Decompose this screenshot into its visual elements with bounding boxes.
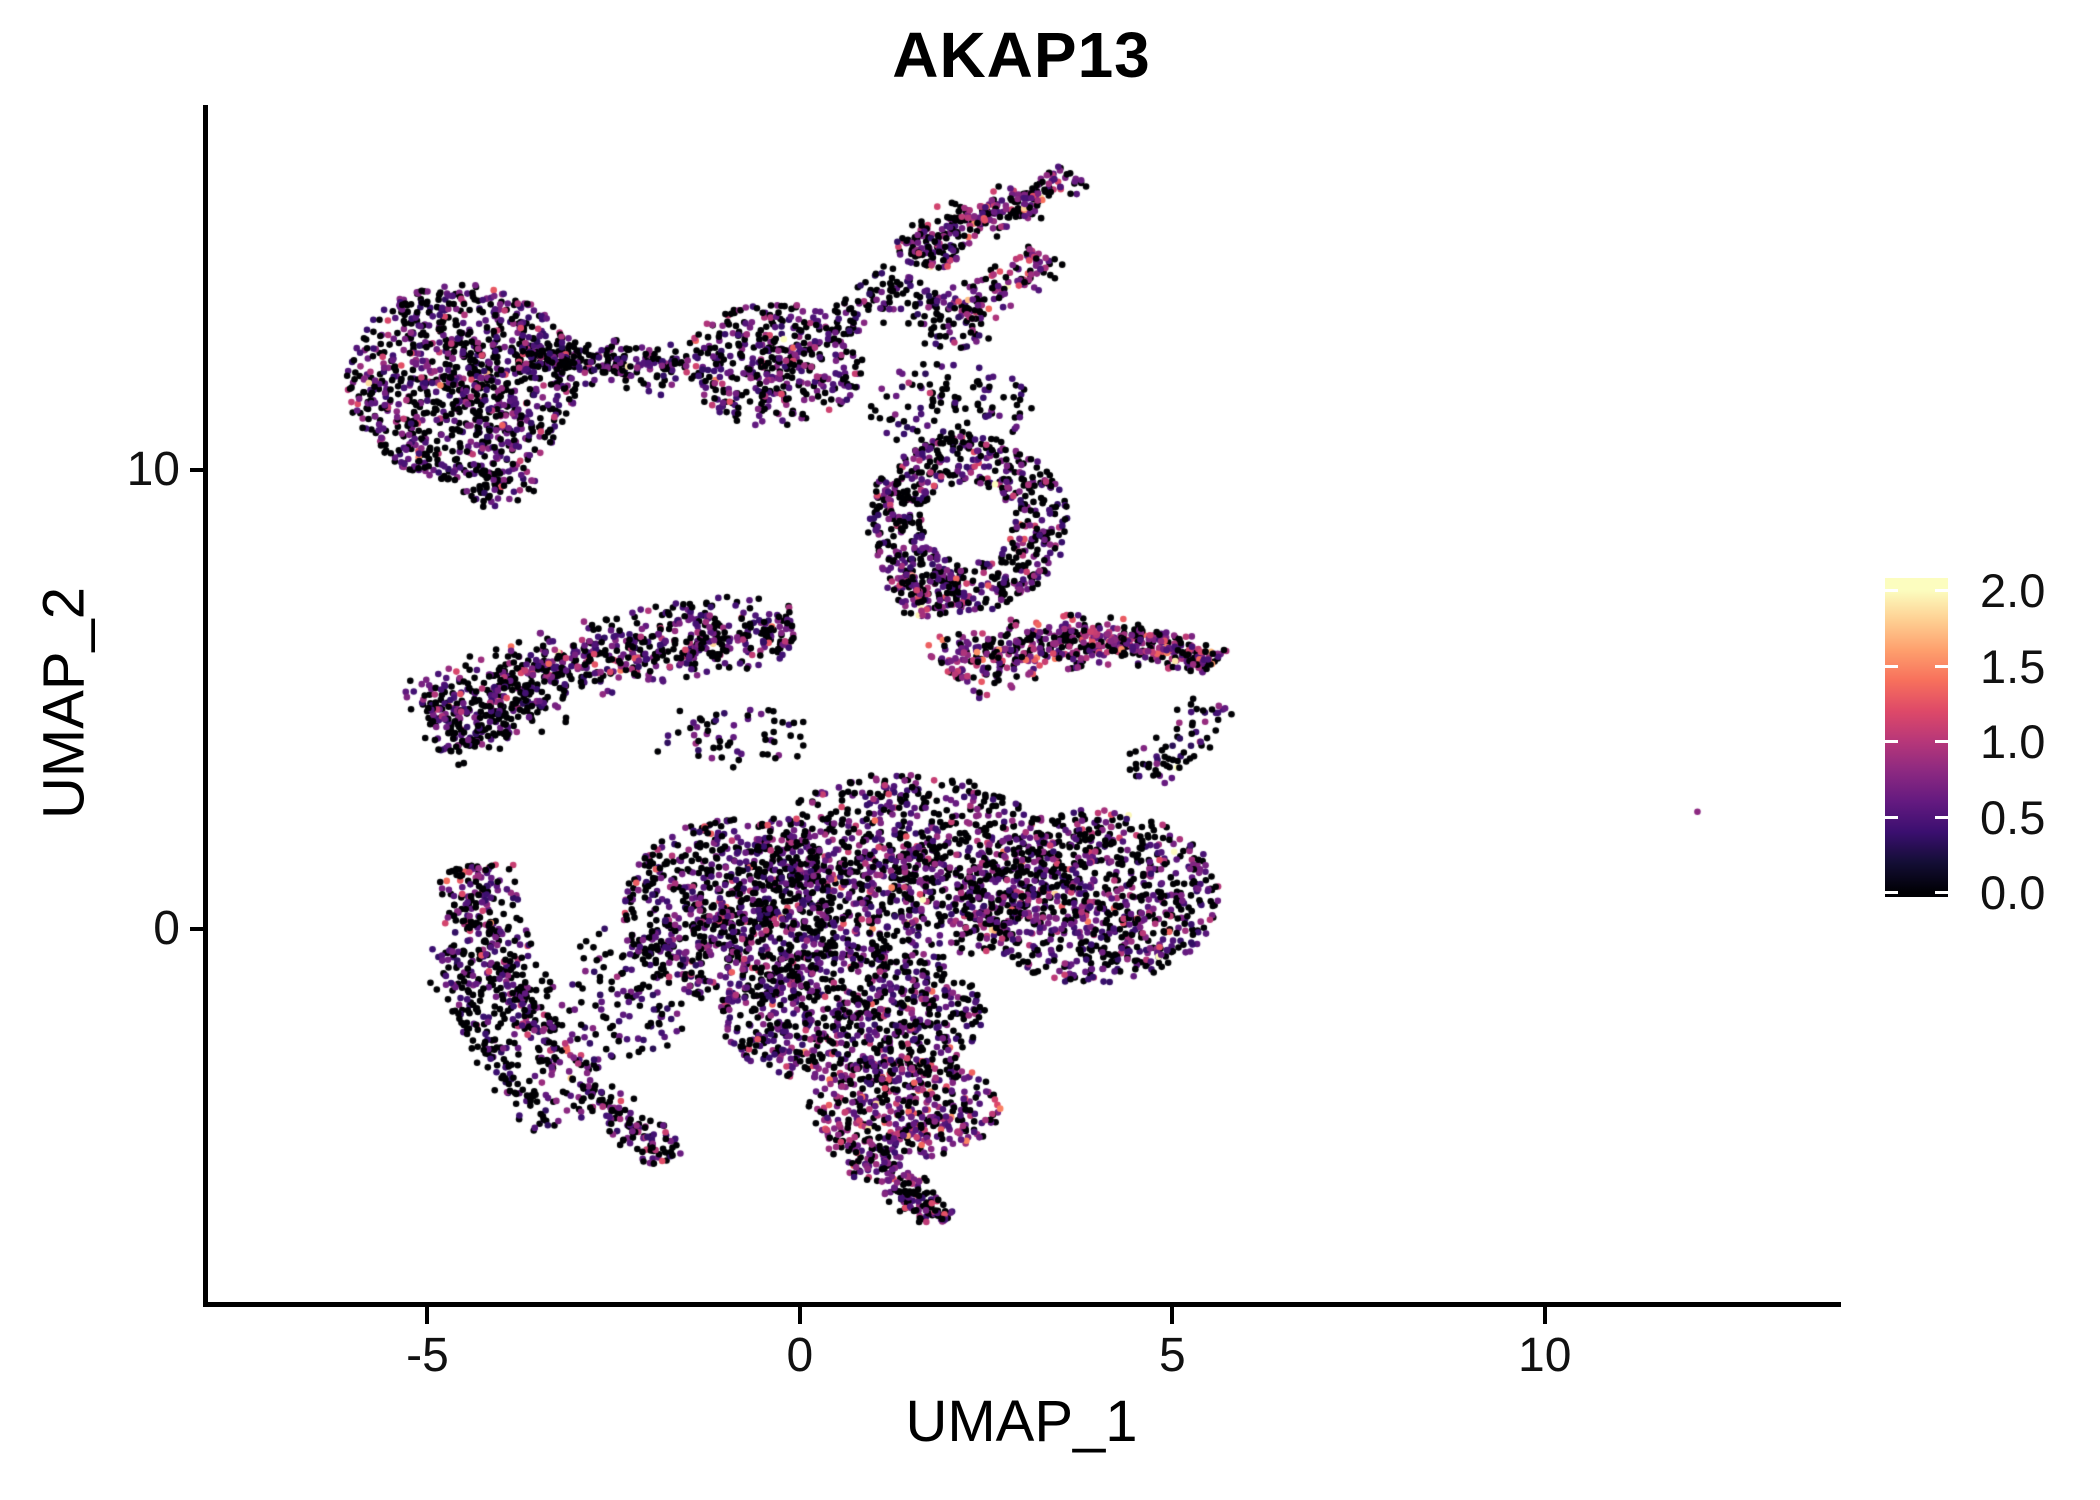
x-axis-line xyxy=(203,1302,1841,1307)
y-axis-line xyxy=(203,105,208,1307)
y-axis-tick xyxy=(190,926,207,931)
plot-title: AKAP13 xyxy=(892,19,1151,91)
x-axis-title: UMAP_1 xyxy=(905,1389,1138,1454)
y-axis-title: UMAP_2 xyxy=(31,586,97,820)
x-axis-tick xyxy=(1170,1307,1175,1324)
x-axis-tick-label: 5 xyxy=(1158,1329,1186,1382)
x-axis-tick-label: -5 xyxy=(406,1329,449,1382)
x-axis-tick-label: 10 xyxy=(1518,1329,1572,1382)
x-axis-tick xyxy=(797,1307,802,1324)
x-axis-tick xyxy=(1542,1307,1547,1324)
x-axis-tick xyxy=(425,1307,430,1324)
y-axis-tick xyxy=(190,467,207,472)
y-axis-tick-label: 0 xyxy=(153,901,180,955)
x-axis-tick-label: 0 xyxy=(786,1329,814,1382)
y-axis-tick-label: 10 xyxy=(126,442,180,496)
